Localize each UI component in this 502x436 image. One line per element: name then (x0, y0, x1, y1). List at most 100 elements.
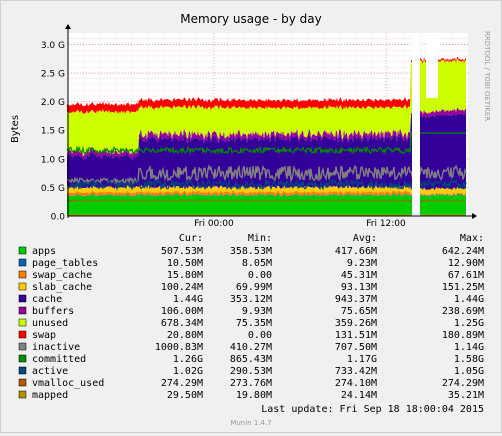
legend-value: 1.58G (454, 354, 484, 365)
legend-value: 151.25M (442, 282, 484, 293)
legend-value: 1.17G (347, 354, 377, 365)
legend-column-header: Max: (460, 233, 484, 244)
legend-value: 106.00M (161, 306, 203, 317)
area-pt (67, 193, 466, 197)
line-active (66, 178, 467, 191)
x-tick-labels: Fri 00:00 Fri 12:00 (194, 219, 406, 229)
legend-value: 290.53M (230, 366, 272, 377)
area-apps (67, 193, 466, 216)
legend-column-header: Cur: (179, 233, 203, 244)
series-lines (66, 132, 467, 216)
legend-column-header: Avg: (353, 233, 377, 244)
watermark: RRDTOOL / TOBI OETIKER (483, 31, 491, 121)
data-gaps (412, 33, 438, 216)
legend-series-name: inactive (32, 342, 80, 353)
legend-value: 359.26M (335, 318, 377, 329)
legend-swatch (18, 390, 27, 399)
x-axis-arrow (472, 213, 477, 219)
legend-series-name: active (32, 366, 68, 377)
legend-value: 417.66M (335, 246, 377, 257)
legend-series-name: cache (32, 294, 62, 305)
legend-value: 1000.83M (155, 342, 203, 353)
legend-value: 75.35M (236, 318, 272, 329)
legend-value: 238.69M (442, 306, 484, 317)
legend-value: 1.44G (173, 294, 203, 305)
y-tick-label: 1.0 G (41, 155, 65, 165)
x-tick-label: Fri 00:00 (194, 219, 234, 229)
legend-swatch (18, 318, 27, 327)
legend-value: 24.14M (341, 390, 377, 401)
y-tick-label: 2.0 G (41, 98, 65, 108)
legend-value: 410.27M (230, 342, 272, 353)
legend-value: 0.00 (248, 270, 272, 281)
legend-header: Cur: Min: Avg: Max: (179, 233, 484, 244)
y-tick-label: 2.5 G (41, 70, 65, 80)
y-tick-labels: 0.0 0.5 G 1.0 G 1.5 G 2.0 G 2.5 G 3.0 G (41, 41, 65, 223)
legend-swatch (18, 378, 27, 387)
x-tick-label: Fri 12:00 (366, 219, 406, 229)
legend-series-name: vmalloc_used (32, 378, 104, 389)
legend-value: 15.80M (167, 270, 203, 281)
legend-value: 8.05M (242, 258, 272, 269)
legend-value: 353.12M (230, 294, 272, 305)
legend-value: 12.90M (448, 258, 484, 269)
y-axis-arrow (65, 24, 71, 29)
legend-swatch (18, 282, 27, 291)
legend-series-name: buffers (32, 306, 74, 317)
legend-swatch (18, 294, 27, 303)
legend-series-name: committed (32, 354, 86, 365)
legend-swatch (18, 354, 27, 363)
legend-value: 20.80M (167, 330, 203, 341)
legend-series-name: mapped (32, 390, 68, 401)
legend-swatch (18, 366, 27, 375)
legend-column-header: Min: (248, 233, 272, 244)
legend: apps 507.53M 358.53M 417.66M 642.24M page_tab… (18, 246, 484, 401)
gap-1 (412, 33, 420, 216)
y-tick-label: 1.5 G (41, 127, 65, 137)
line-committed (66, 132, 466, 156)
legend-value: 45.31M (341, 270, 377, 281)
footer-version: Munin 1.4.7 (230, 419, 271, 427)
legend-value: 75.65M (341, 306, 377, 317)
area-swapc (67, 190, 466, 197)
y-axis-label: Bytes (10, 115, 21, 143)
legend-value: 69.99M (236, 282, 272, 293)
legend-series-name: slab_cache (32, 282, 92, 293)
y-tick-label: 3.0 G (41, 41, 65, 51)
legend-series-name: unused (32, 318, 68, 329)
legend-value: 1.44G (454, 294, 484, 305)
legend-series-name: page_tables (32, 258, 98, 269)
legend-value: 1.05G (454, 366, 484, 377)
legend-swatch (18, 270, 27, 279)
legend-value: 35.21M (448, 390, 484, 401)
legend-value: 707.50M (335, 342, 377, 353)
legend-value: 9.93M (242, 306, 272, 317)
legend-value: 507.53M (161, 246, 203, 257)
legend-value: 642.24M (442, 246, 484, 257)
legend-series-name: swap (32, 330, 56, 341)
legend-value: 1.26G (173, 354, 203, 365)
chart-title: Memory usage - by day (180, 12, 321, 26)
area-buffers (67, 107, 466, 160)
legend-value: 733.42M (335, 366, 377, 377)
area-swap (67, 57, 466, 115)
legend-value: 100.24M (161, 282, 203, 293)
legend-value: 19.80M (236, 390, 272, 401)
legend-value: 865.43M (230, 354, 272, 365)
legend-value: 67.61M (448, 270, 484, 281)
legend-swatch (18, 306, 27, 315)
legend-series-name: apps (32, 246, 56, 257)
legend-swatch (18, 330, 27, 339)
legend-value: 10.50M (167, 258, 203, 269)
legend-swatch (18, 258, 27, 267)
legend-value: 943.37M (335, 294, 377, 305)
legend-value: 180.89M (442, 330, 484, 341)
area-unused (67, 58, 466, 157)
legend-value: 358.53M (230, 246, 272, 257)
axes (65, 24, 477, 219)
legend-value: 0.00 (248, 330, 272, 341)
legend-value: 274.29M (442, 378, 484, 389)
legend-value: 274.29M (161, 378, 203, 389)
